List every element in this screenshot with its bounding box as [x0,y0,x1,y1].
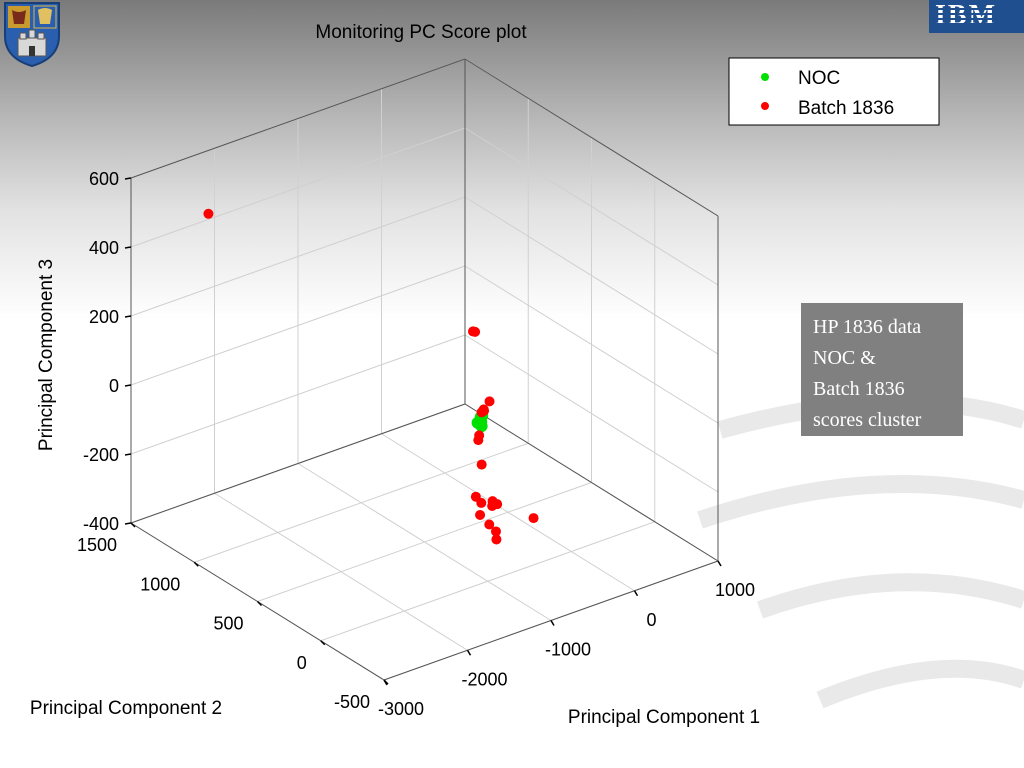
batch-point [476,497,487,508]
legend-box [728,57,940,126]
z-tick-mark [124,522,132,525]
tick-marks [124,177,722,686]
z-tick-label: 600 [89,169,119,189]
chart-title: Monitoring PC Score plot [315,22,527,43]
batch-point [484,396,495,407]
axis-edge [130,58,466,179]
y-tick-mark [130,522,136,528]
grid-line [464,334,719,493]
z-tick-mark [124,177,132,180]
y-tick-label: 500 [213,614,243,634]
z-tick-mark [124,384,132,387]
batch-point [492,499,503,510]
batch-point [490,526,501,537]
noc-point [471,416,484,429]
z-axis-label: Principal Component 3 [36,259,57,451]
y-tick-mark [193,561,199,567]
x-tick-labels: -3000 -2000 -1000 0 1000 [378,580,755,719]
grid-line [130,265,466,386]
grid-lines [130,58,719,681]
axis-edge [130,403,466,524]
note-line: Batch 1836 [813,378,905,400]
grid-line [257,482,592,602]
batch-point [203,208,214,219]
axis-edge [464,403,719,562]
y-tick-label: -500 [334,692,370,712]
legend-label-batch: Batch 1836 [798,98,894,119]
axes-box [130,58,719,681]
grid-line [130,334,466,455]
y-tick-mark [320,640,326,646]
x-tick-label: 1000 [715,580,755,600]
legend: NOC Batch 1836 [728,57,940,126]
ibm-logo-icon: IBM [929,0,1024,33]
y-tick-label: 1500 [77,535,117,555]
university-crest-icon [4,2,60,68]
data-points [203,208,539,545]
x-tick-mark [633,590,639,597]
note-line: NOC & [813,347,876,369]
ibm-logo-text: IBM [935,0,997,31]
z-tick-label: 0 [109,376,119,396]
y-tick-label: 0 [297,653,307,673]
batch-point [468,326,478,337]
z-tick-label: -200 [83,445,119,465]
grid-line [194,442,529,563]
z-tick-mark [124,315,132,318]
x-tick-label: -2000 [461,669,507,689]
note-line: scores cluster [813,409,922,431]
background-swirl [697,393,1024,709]
x-axis-label: Principal Component 1 [568,707,760,728]
x-tick-mark [383,679,388,686]
x-tick-mark [717,560,722,567]
legend-marker-batch [761,102,769,110]
grid-line [130,127,466,248]
z-tick-mark [124,246,132,249]
x-tick-label: -3000 [378,699,424,719]
z-tick-labels: -400 -200 0 200 400 600 [83,169,119,534]
annotation-note: HP 1836 data NOC & Batch 1836 scores clu… [801,303,963,436]
y-tick-labels: -500 0 500 1000 1500 [77,535,370,712]
x-tick-mark [550,620,555,626]
grid-line [464,196,719,355]
y-tick-mark [256,600,263,607]
batch-point [528,513,539,524]
batch-point [491,534,502,545]
z-tick-label: 200 [89,307,119,327]
batch-point [475,509,486,520]
legend-marker-noc [761,73,769,81]
grid-line [464,127,719,286]
score-plot: Monitoring PC Score plot -400-2000200400… [30,22,940,728]
z-tick-label: 400 [89,238,119,258]
legend-label-noc: NOC [798,68,840,89]
x-tick-label: -1000 [545,640,591,660]
grid-line [464,265,719,424]
axis-edge [464,58,719,217]
batch-point [479,405,490,416]
batch-point [473,435,484,446]
y-axis-label: Principal Component 2 [30,698,222,719]
grid-line [320,521,655,642]
z-tick-label: -400 [83,514,119,534]
grid-line [130,196,466,317]
note-line: HP 1836 data [813,316,922,338]
x-tick-label: 0 [646,610,656,630]
y-tick-label: 1000 [140,574,180,594]
batch-point [476,459,487,470]
batch-point [484,519,495,530]
x-tick-mark [466,649,472,656]
z-tick-mark [124,453,132,456]
